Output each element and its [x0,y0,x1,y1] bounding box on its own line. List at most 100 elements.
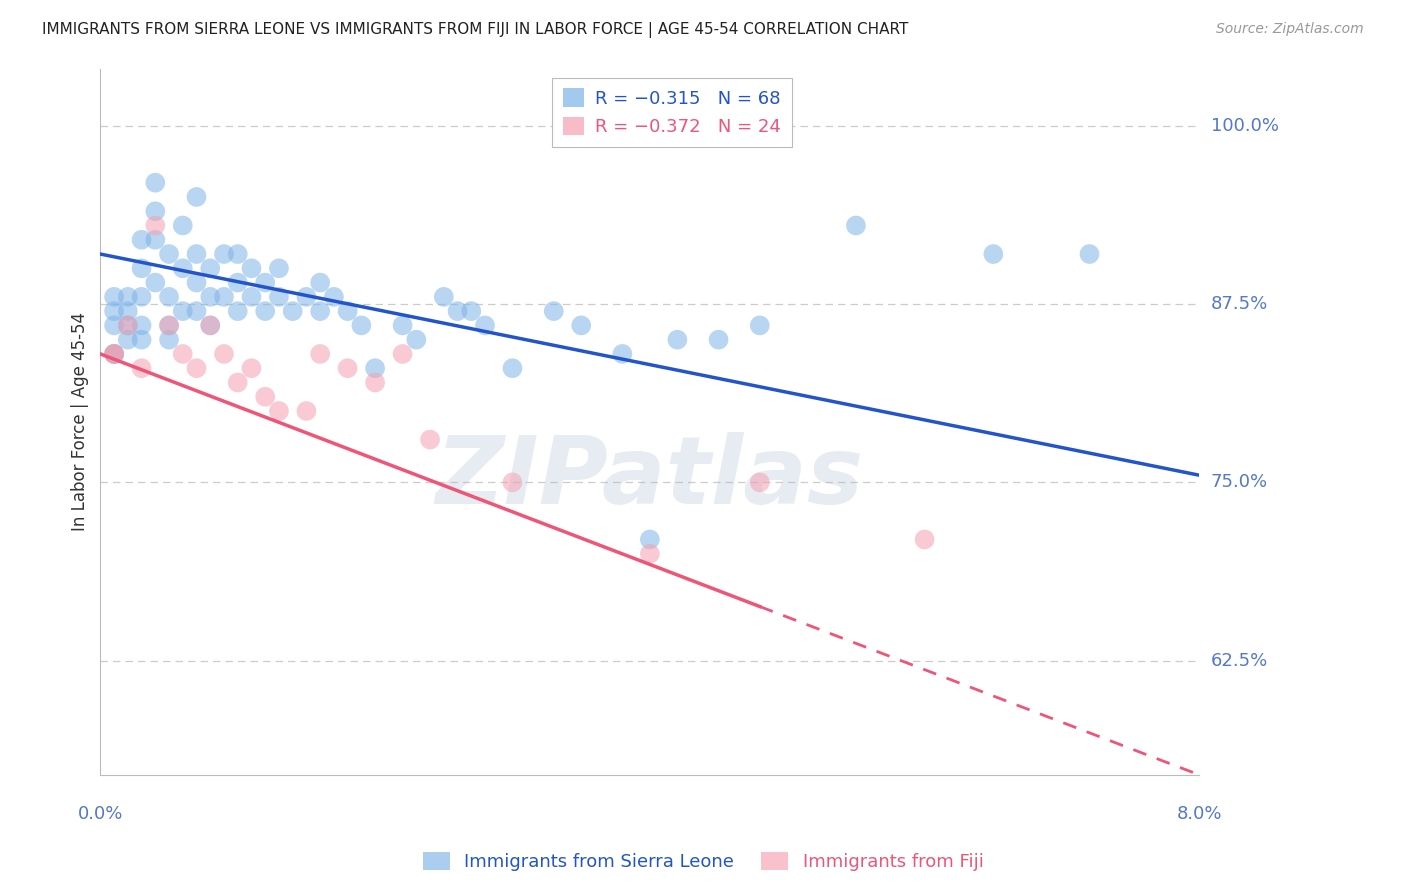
Point [569,318,592,333]
Point [502,361,524,376]
Point [172,304,194,318]
Point [212,290,235,304]
Point [172,261,194,276]
Point [350,318,373,333]
Text: Source: ZipAtlas.com: Source: ZipAtlas.com [1216,22,1364,37]
Point [295,404,318,418]
Point [131,290,153,304]
Point [254,390,277,404]
Text: 62.5%: 62.5% [1211,652,1268,670]
Point [226,304,249,318]
Point [186,247,208,261]
Text: 0.0%: 0.0% [77,805,124,823]
Point [240,261,263,276]
Point [914,533,936,547]
Point [131,261,153,276]
Point [103,318,125,333]
Point [419,433,441,447]
Point [143,204,166,219]
Text: 75.0%: 75.0% [1211,474,1268,491]
Point [131,233,153,247]
Point [200,290,222,304]
Point [267,404,290,418]
Point [226,247,249,261]
Point [240,290,263,304]
Point [309,304,332,318]
Point [364,376,387,390]
Point [172,219,194,233]
Point [502,475,524,490]
Y-axis label: In Labor Force | Age 45-54: In Labor Force | Age 45-54 [72,312,89,532]
Point [281,304,304,318]
Point [103,347,125,361]
Point [295,290,318,304]
Legend: Immigrants from Sierra Leone, Immigrants from Fiji: Immigrants from Sierra Leone, Immigrants… [415,846,991,879]
Point [212,347,235,361]
Point [186,276,208,290]
Legend: R = −0.315   N = 68, R = −0.372   N = 24: R = −0.315 N = 68, R = −0.372 N = 24 [551,78,792,147]
Point [707,333,730,347]
Point [143,219,166,233]
Text: IMMIGRANTS FROM SIERRA LEONE VS IMMIGRANTS FROM FIJI IN LABOR FORCE | AGE 45-54 : IMMIGRANTS FROM SIERRA LEONE VS IMMIGRAN… [42,22,908,38]
Point [131,333,153,347]
Text: 8.0%: 8.0% [1177,805,1222,823]
Point [446,304,468,318]
Point [103,304,125,318]
Point [200,318,222,333]
Point [336,361,359,376]
Point [143,233,166,247]
Point [143,276,166,290]
Point [433,290,456,304]
Point [200,318,222,333]
Point [226,276,249,290]
Point [254,304,277,318]
Point [748,475,770,490]
Point [1078,247,1101,261]
Point [322,290,344,304]
Point [543,304,565,318]
Point [186,190,208,204]
Point [157,318,180,333]
Point [748,318,770,333]
Point [200,261,222,276]
Point [845,219,868,233]
Point [117,318,139,333]
Point [157,290,180,304]
Point [240,361,263,376]
Point [226,376,249,390]
Point [143,176,166,190]
Point [981,247,1004,261]
Point [391,347,413,361]
Point [157,318,180,333]
Point [117,290,139,304]
Point [267,261,290,276]
Point [638,547,661,561]
Point [309,276,332,290]
Point [336,304,359,318]
Point [309,347,332,361]
Point [131,318,153,333]
Text: ZIPatlas: ZIPatlas [436,433,863,524]
Point [103,290,125,304]
Point [117,333,139,347]
Point [103,347,125,361]
Point [186,304,208,318]
Point [638,533,661,547]
Text: 100.0%: 100.0% [1211,117,1278,135]
Point [666,333,689,347]
Point [103,347,125,361]
Point [117,304,139,318]
Point [364,361,387,376]
Point [254,276,277,290]
Point [186,361,208,376]
Point [267,290,290,304]
Point [612,347,634,361]
Point [117,318,139,333]
Text: 87.5%: 87.5% [1211,295,1268,313]
Point [212,247,235,261]
Point [460,304,482,318]
Point [157,333,180,347]
Point [405,333,427,347]
Point [474,318,496,333]
Point [157,247,180,261]
